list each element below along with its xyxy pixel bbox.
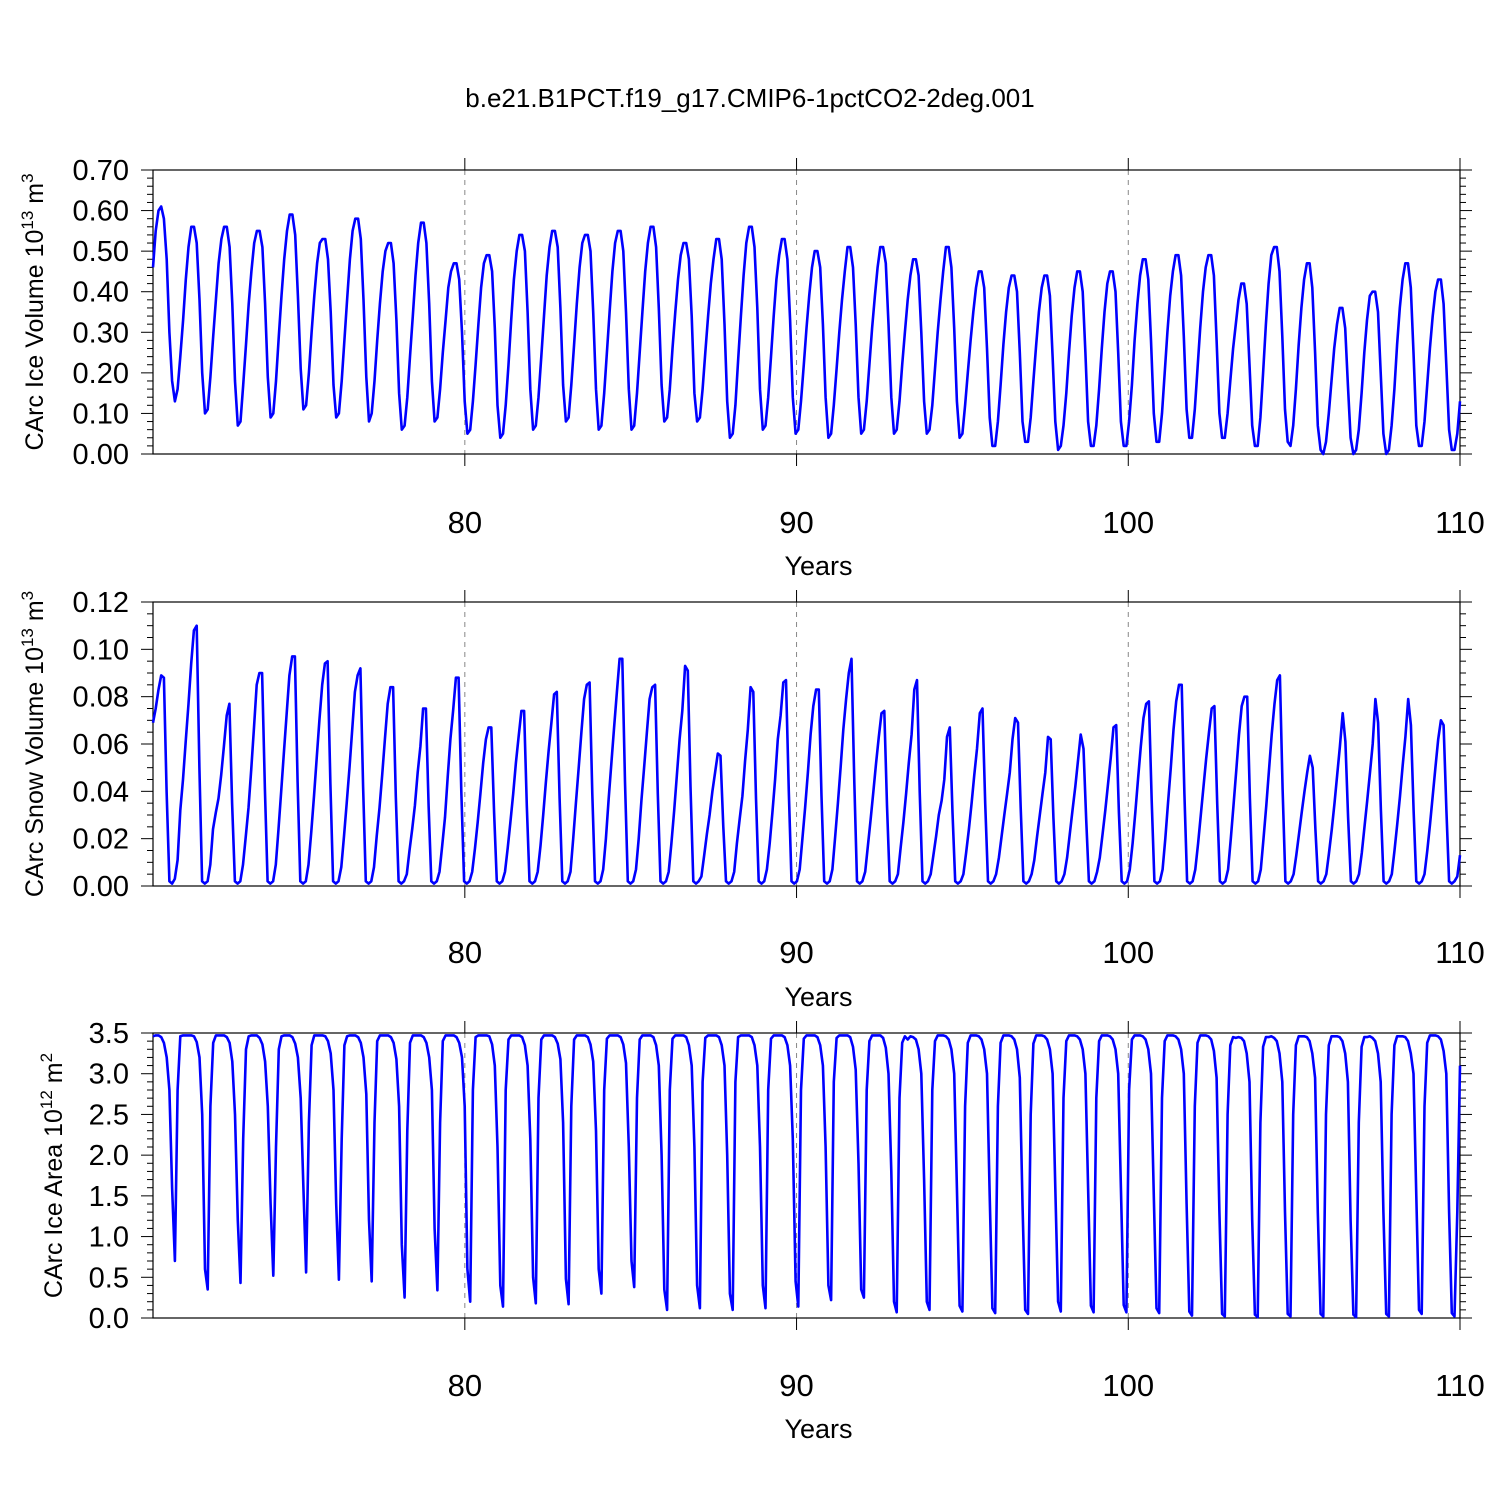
y-axis-label-unit: m bbox=[21, 600, 49, 628]
x-tick-label: 100 bbox=[1102, 1368, 1154, 1403]
x-tick-label: 90 bbox=[779, 935, 813, 970]
y-axis-label-unit-exponent: 2 bbox=[37, 1053, 56, 1062]
plot-frame bbox=[152, 1032, 1461, 1319]
y-axis-label: CArc Ice Area 1012 m2 bbox=[37, 1053, 68, 1298]
y-tick-label: 0.08 bbox=[73, 682, 129, 714]
figure-title: b.e21.B1PCT.f19_g17.CMIP6-1pctCO2-2deg.0… bbox=[465, 83, 1034, 113]
y-axis-label-unit-exponent: 3 bbox=[18, 173, 37, 182]
y-tick-label: 0.60 bbox=[73, 196, 129, 228]
y-tick-label: 1.0 bbox=[89, 1222, 129, 1254]
y-tick-label: 0.10 bbox=[73, 634, 129, 666]
y-tick-label: 0.50 bbox=[73, 236, 129, 268]
y-axis-label-exponent: 13 bbox=[18, 211, 37, 230]
x-tick-label: 110 bbox=[1435, 505, 1484, 540]
series-line bbox=[151, 205, 1462, 456]
y-tick-label: 0.00 bbox=[73, 439, 129, 471]
y-axis-label-unit: m bbox=[21, 183, 49, 211]
x-tick-label: 80 bbox=[448, 505, 482, 540]
y-tick-label: 3.5 bbox=[89, 1018, 129, 1050]
chart-panel-2: 0.00 0.02 0.04 0.06 0.08 0.10 0.12 80 90 100 110 Ye… bbox=[18, 587, 1485, 1012]
y-tick-label: 0.70 bbox=[73, 155, 129, 187]
y-axis-label-exponent: 12 bbox=[37, 1090, 56, 1109]
y-tick-label: 3.0 bbox=[89, 1059, 129, 1091]
y-axis-label-unit: m bbox=[40, 1062, 68, 1090]
y-tick-label: 0.5 bbox=[89, 1262, 129, 1294]
plot-frame bbox=[152, 169, 1461, 455]
x-tick-label: 100 bbox=[1102, 505, 1154, 540]
y-axis-label: CArc Snow Volume 1013 m3 bbox=[18, 591, 49, 897]
y-tick-label: 0.12 bbox=[73, 587, 129, 619]
x-axis-label: Years bbox=[784, 982, 852, 1012]
y-tick-label: 1.5 bbox=[89, 1181, 129, 1213]
x-tick-label: 100 bbox=[1102, 935, 1154, 970]
y-tick-label: 2.5 bbox=[89, 1099, 129, 1131]
y-tick-label: 0.0 bbox=[89, 1303, 129, 1335]
y-axis-label-text: CArc Ice Area 10 bbox=[40, 1109, 68, 1298]
y-tick-label: 0.04 bbox=[73, 776, 129, 808]
y-tick-label: 0.10 bbox=[73, 398, 129, 430]
y-axis-label-exponent: 13 bbox=[18, 628, 37, 647]
x-tick-label: 80 bbox=[448, 935, 482, 970]
x-tick-label: 90 bbox=[779, 1368, 813, 1403]
y-axis-label: CArc Ice Volume 1013 m3 bbox=[18, 173, 49, 450]
series-line bbox=[152, 1034, 1462, 1319]
series-line bbox=[151, 624, 1462, 885]
y-tick-label: 2.0 bbox=[89, 1140, 129, 1172]
y-tick-label: 0.40 bbox=[73, 277, 129, 309]
y-tick-label: 0.02 bbox=[73, 824, 129, 856]
x-tick-label: 80 bbox=[448, 1368, 482, 1403]
x-tick-label: 110 bbox=[1435, 935, 1484, 970]
x-axis-label: Years bbox=[784, 1414, 852, 1444]
y-tick-label: 0.20 bbox=[73, 358, 129, 390]
y-tick-label: 0.30 bbox=[73, 317, 129, 349]
y-axis-label-unit-exponent: 3 bbox=[18, 591, 37, 600]
panels: 0.00 0.10 0.20 0.30 0.40 0.50 0.60 0.70 80 90 100 1… bbox=[18, 155, 1485, 1444]
chart-panel-1: 0.00 0.10 0.20 0.30 0.40 0.50 0.60 0.70 80 90 100 1… bbox=[18, 155, 1485, 581]
chart-panel-3: 0.0 0.5 1.0 1.5 2.0 2.5 3.0 3.5 80 90 100 110 Years C… bbox=[37, 1018, 1485, 1444]
x-axis-label: Years bbox=[784, 551, 852, 581]
x-tick-label: 110 bbox=[1435, 1368, 1484, 1403]
y-tick-label: 0.06 bbox=[73, 729, 129, 761]
y-axis-label-text: CArc Snow Volume 10 bbox=[21, 647, 49, 897]
y-tick-label: 0.00 bbox=[73, 871, 129, 903]
x-tick-label: 90 bbox=[779, 505, 813, 540]
y-axis-label-text: CArc Ice Volume 10 bbox=[21, 230, 49, 451]
